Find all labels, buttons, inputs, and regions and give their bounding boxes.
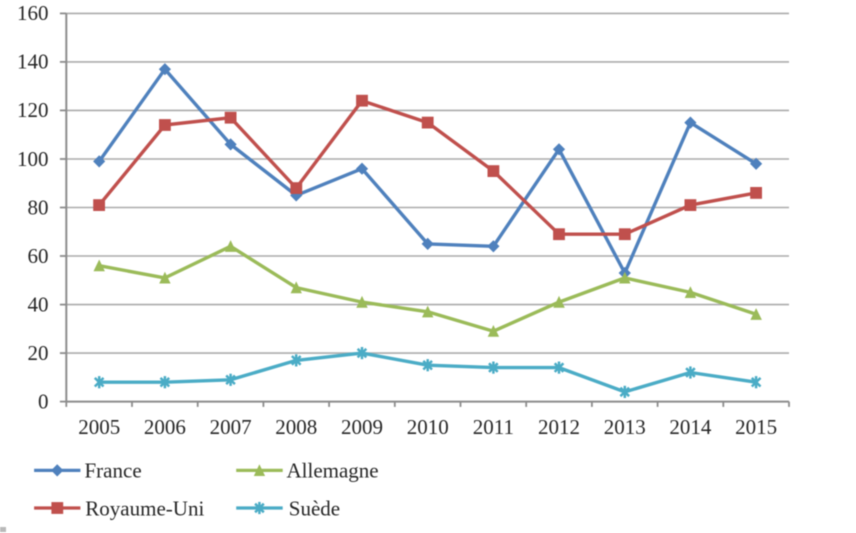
svg-text:Royaume-Uni: Royaume-Uni	[85, 496, 204, 520]
svg-text:2012: 2012	[538, 415, 580, 439]
svg-text:2005: 2005	[78, 415, 120, 439]
svg-text:60: 60	[28, 244, 49, 268]
svg-text:2006: 2006	[144, 415, 186, 439]
svg-text:2007: 2007	[210, 415, 252, 439]
svg-text:France: France	[85, 459, 142, 483]
svg-text:160: 160	[17, 1, 49, 25]
svg-text:40: 40	[28, 292, 49, 316]
svg-text:Suède: Suède	[289, 496, 340, 520]
svg-text:2014: 2014	[669, 415, 712, 439]
svg-text:2013: 2013	[604, 415, 646, 439]
svg-text:140: 140	[17, 50, 49, 74]
svg-text:80: 80	[28, 195, 49, 219]
svg-text:Allemagne: Allemagne	[287, 459, 379, 483]
svg-text:120: 120	[17, 98, 49, 122]
svg-text:2010: 2010	[407, 415, 449, 439]
svg-text:2011: 2011	[473, 415, 514, 439]
svg-text:2008: 2008	[275, 415, 317, 439]
svg-text:20: 20	[28, 341, 49, 365]
svg-text:2015: 2015	[735, 415, 777, 439]
svg-text:0: 0	[38, 389, 49, 413]
svg-text:100: 100	[17, 147, 49, 171]
svg-text:2009: 2009	[341, 415, 383, 439]
